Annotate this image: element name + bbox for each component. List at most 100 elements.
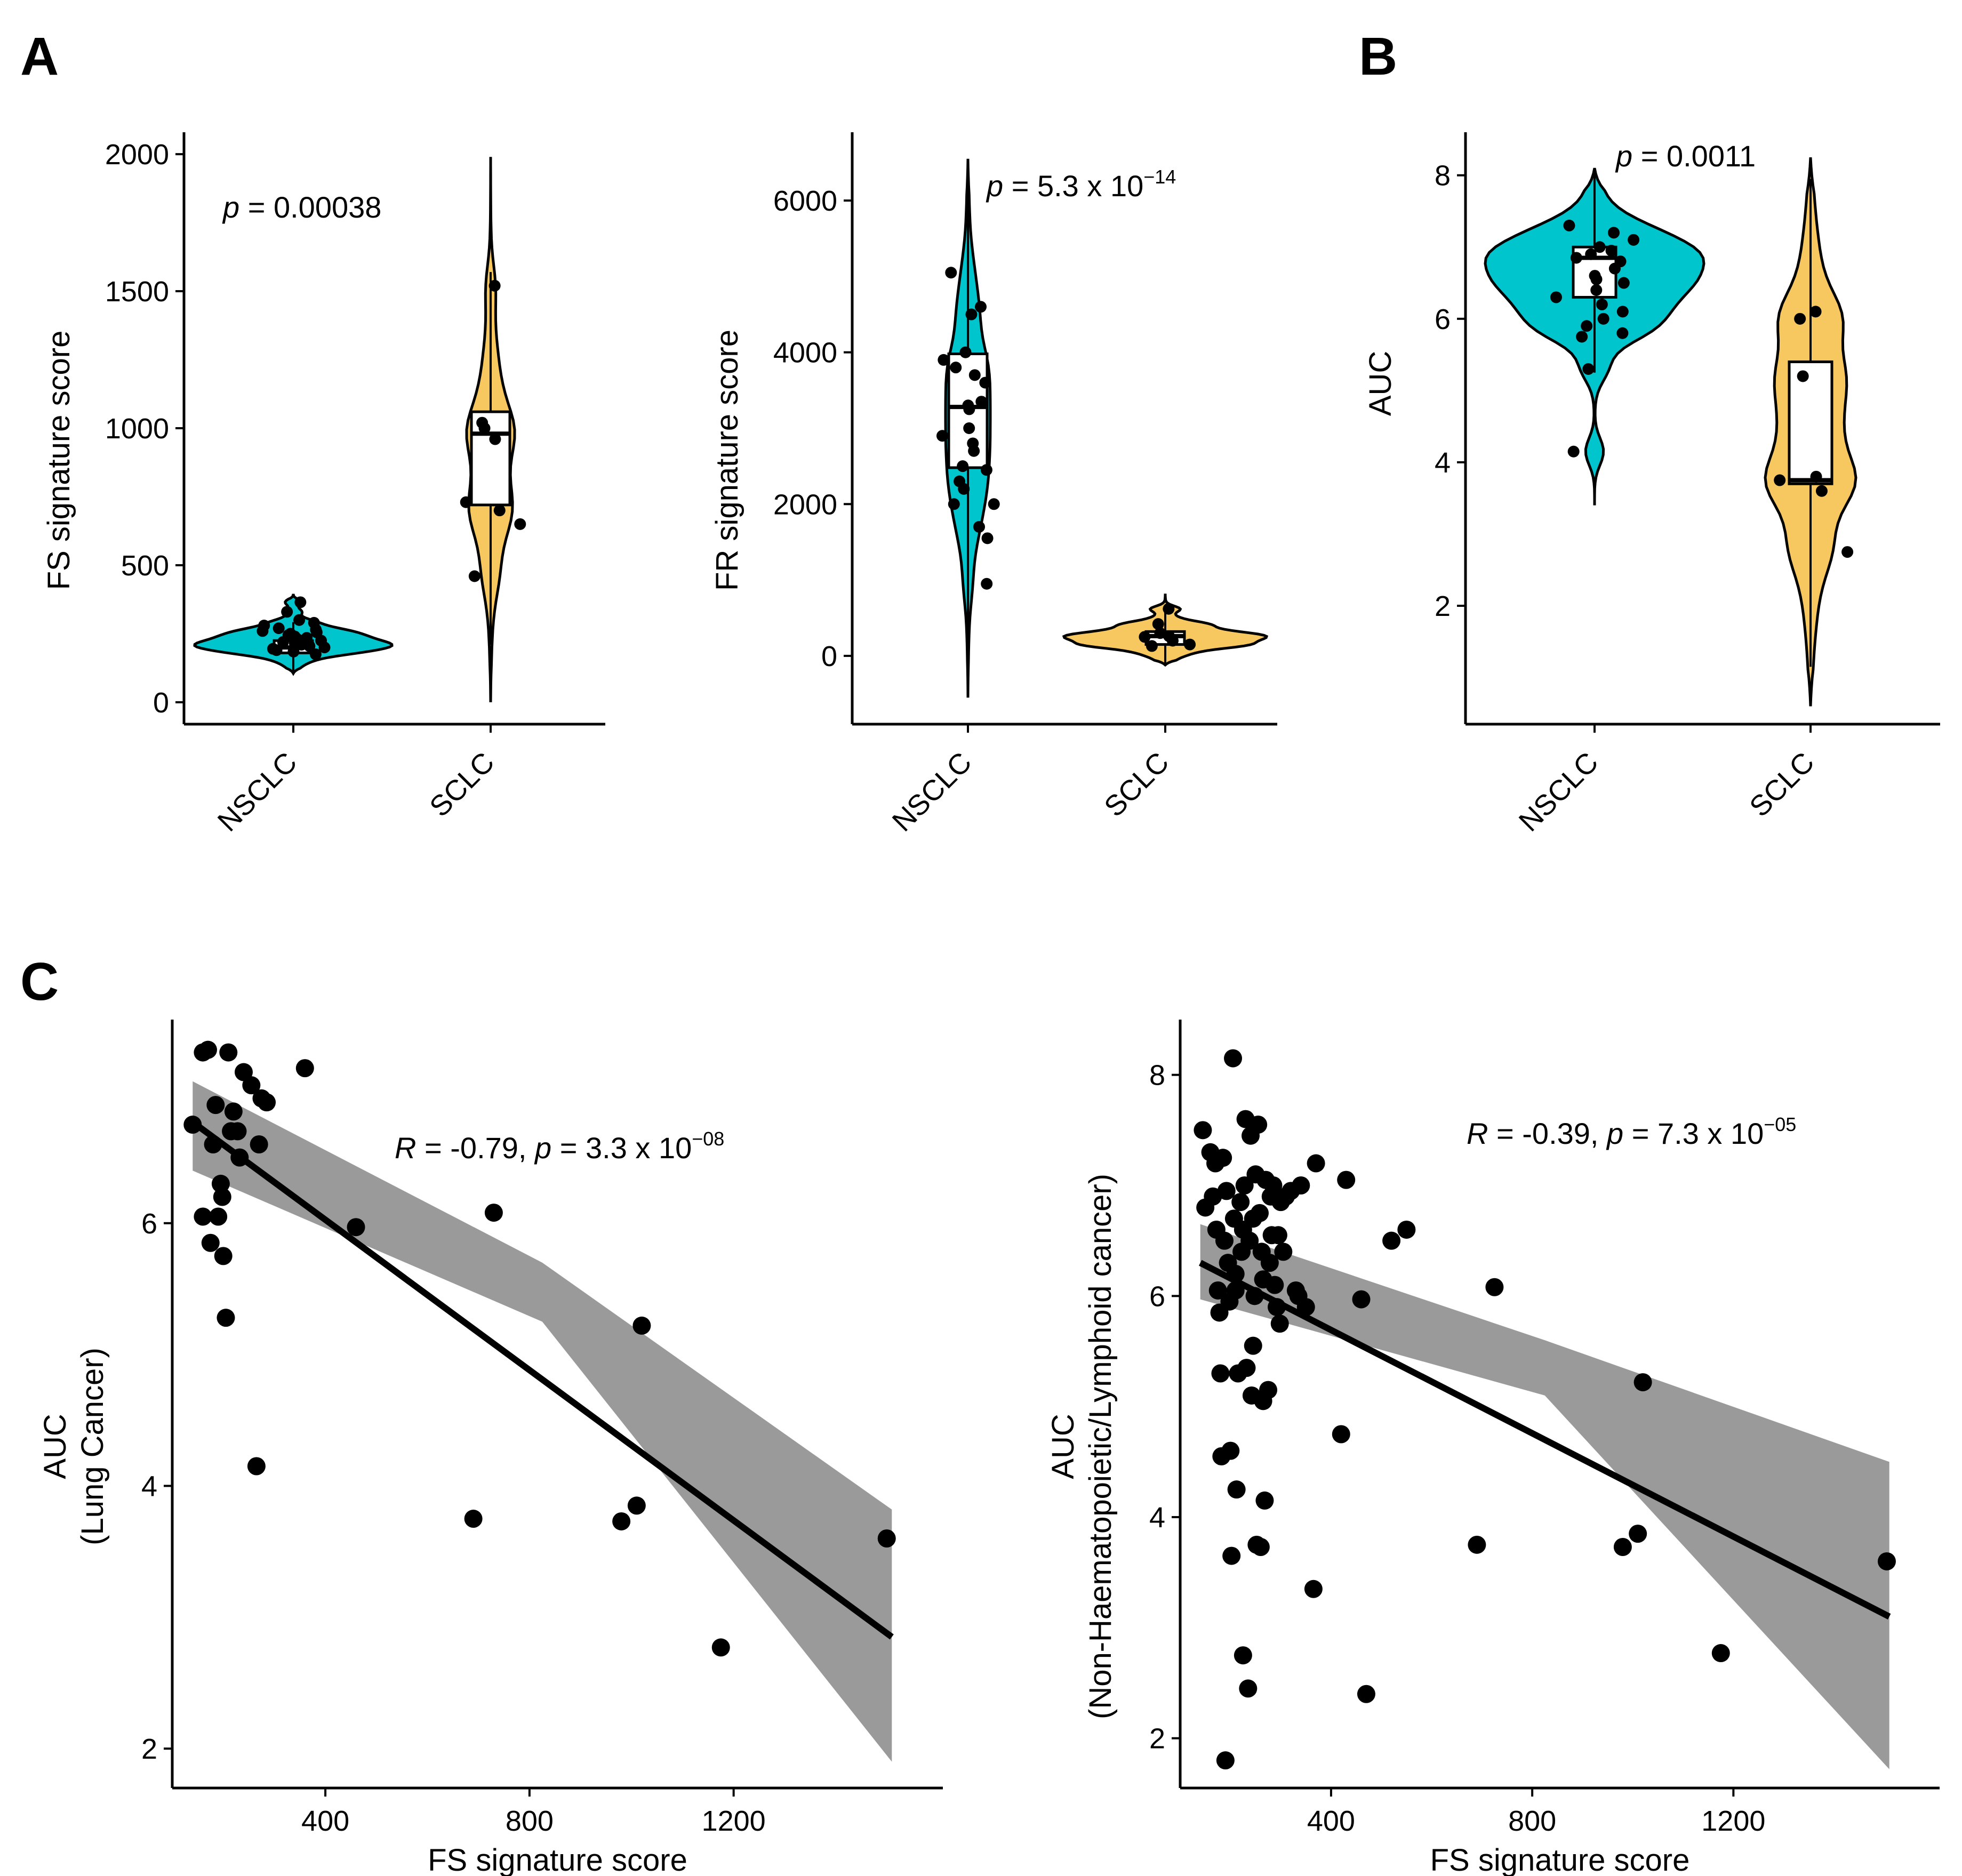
x-tick-label: 800	[506, 1805, 554, 1837]
panel-label-c: C	[20, 952, 59, 1012]
y-axis-title: FR signature score	[710, 330, 744, 591]
data-point	[975, 396, 988, 408]
y-tick-label: 4	[141, 1470, 157, 1502]
box-sclc	[1788, 360, 1833, 485]
data-point	[1235, 1176, 1254, 1195]
data-point	[1605, 245, 1617, 256]
y-tick-label: 1000	[105, 413, 169, 445]
data-point	[1254, 1270, 1272, 1289]
regression-line	[190, 1119, 894, 1640]
y-tick-label: 6	[1149, 1280, 1165, 1312]
data-point	[213, 1188, 231, 1206]
data-point	[1809, 306, 1822, 318]
y-tick-label: 1500	[105, 276, 169, 308]
box-sclc	[470, 410, 511, 507]
y-tick-label: 8	[1149, 1060, 1165, 1092]
y-tick-label: 2000	[105, 139, 169, 171]
data-point	[1227, 1480, 1246, 1499]
data-point	[1139, 631, 1151, 643]
data-point	[1268, 1298, 1286, 1317]
data-point	[198, 1040, 217, 1059]
data-point	[309, 648, 322, 660]
data-point	[1234, 1220, 1252, 1239]
data-point	[493, 504, 506, 517]
data-point	[1231, 1193, 1250, 1212]
data-point	[1249, 1115, 1268, 1134]
data-point	[293, 614, 306, 626]
data-point	[1810, 470, 1822, 483]
data-point	[988, 498, 1000, 510]
data-point	[1397, 1220, 1416, 1239]
y-tick-label: 2000	[773, 488, 837, 520]
data-point	[211, 1174, 230, 1193]
data-point	[1221, 1441, 1240, 1460]
data-point	[963, 422, 975, 434]
panel-label-b: B	[1359, 27, 1397, 86]
data-point	[1815, 485, 1828, 497]
data-point	[1216, 1751, 1235, 1770]
data-point	[1255, 1491, 1274, 1510]
y-tick-label: 2	[1149, 1723, 1165, 1755]
data-point	[1613, 1538, 1632, 1557]
y-axis-subtitle: (Lung Cancer)	[75, 1348, 110, 1545]
data-point	[1194, 1121, 1212, 1140]
data-point	[980, 464, 992, 476]
data-point	[1292, 1176, 1310, 1195]
y-axis-title: FS signature score	[42, 331, 76, 590]
data-point	[1166, 635, 1179, 647]
data-point	[1304, 1580, 1323, 1598]
data-point	[183, 1116, 202, 1134]
data-point	[1570, 252, 1582, 264]
data-point	[282, 629, 294, 641]
data-point	[1251, 1538, 1270, 1557]
data-point	[1204, 1187, 1222, 1206]
data-point	[228, 1122, 247, 1141]
data-point	[1841, 546, 1854, 558]
x-axis-title: FS signature score	[1430, 1843, 1690, 1876]
data-point	[1244, 1336, 1262, 1355]
data-point	[347, 1218, 365, 1237]
data-point	[1296, 1298, 1315, 1317]
data-point	[957, 460, 969, 472]
correlation-annotation: R = -0.39, p = 7.3 x 10−05	[1467, 1113, 1796, 1150]
data-point	[1264, 1176, 1283, 1195]
data-point	[959, 346, 972, 358]
data-point	[1633, 1373, 1652, 1392]
data-point	[1629, 1525, 1647, 1543]
data-point	[478, 422, 491, 434]
data-point	[1382, 1231, 1401, 1250]
data-point	[294, 596, 307, 608]
data-point	[1214, 1149, 1232, 1167]
data-point	[979, 376, 991, 389]
data-point	[612, 1512, 631, 1530]
data-point	[963, 403, 975, 415]
x-axis-title: FS signature score	[428, 1843, 687, 1876]
data-point	[1877, 1552, 1896, 1570]
chart-lung-cancer-scatter: 2 4 6 400 800 1200 FS signature score AUC (Lung …	[38, 1020, 943, 1876]
data-point	[1208, 1281, 1227, 1300]
data-point	[1239, 1679, 1258, 1698]
data-point	[468, 570, 481, 582]
data-point	[1468, 1535, 1486, 1554]
data-point	[981, 532, 994, 544]
data-point	[1616, 306, 1629, 318]
data-point	[1576, 331, 1588, 343]
data-point	[1307, 1154, 1325, 1173]
data-point	[204, 1135, 222, 1154]
y-tick-label: 6	[1435, 303, 1451, 335]
data-point	[1222, 1546, 1241, 1565]
data-point	[1596, 298, 1608, 310]
data-point	[1270, 1314, 1289, 1333]
y-axis-title: AUC	[38, 1414, 73, 1479]
data-point	[1617, 277, 1630, 289]
data-point	[973, 521, 985, 533]
data-point	[1217, 1182, 1236, 1200]
data-point	[1357, 1685, 1375, 1703]
data-point	[194, 1207, 212, 1226]
data-point	[224, 1102, 243, 1121]
data-point	[258, 620, 270, 631]
data-point	[489, 433, 501, 445]
data-point	[975, 301, 987, 313]
x-tick-label: 1200	[702, 1805, 766, 1837]
data-point	[1608, 262, 1621, 275]
